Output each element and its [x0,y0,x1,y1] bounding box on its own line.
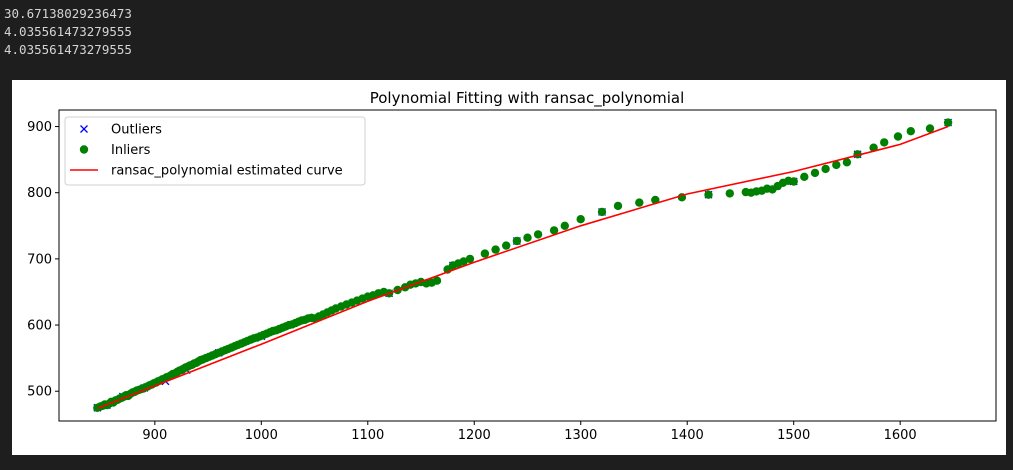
inlier-point [560,221,569,230]
inlier-point [465,254,475,264]
legend-marker-x [80,125,88,133]
inlier-point [635,198,644,207]
console-line: 30.67138029236473 [4,6,132,21]
inlier-point [512,236,522,246]
console-output: 30.67138029236473 4.035561473279555 4.03… [4,5,132,59]
inlier-point [533,230,543,239]
x-tick-label: 1000 [245,428,278,443]
axes-frame [58,109,997,422]
inlier-point [821,164,830,174]
legend-label: Outliers [111,123,162,138]
inlier-point [704,190,713,199]
console-line: 4.035561473279555 [4,24,132,39]
inlier-point [725,189,734,198]
legend-label: Inliers [111,143,151,158]
curve-line [97,125,949,410]
inlier-point [880,138,889,147]
legend: Outliers Inliers ransac_polynomial estimat… [64,116,366,186]
inlier-point [613,201,623,211]
x-tick-label: 1400 [671,428,704,443]
scatter-chart: Polynomial Fitting with ransac_polynomia… [27,89,997,443]
legend-box [64,116,366,186]
inlier-point [893,132,903,141]
inlier-point [943,118,953,127]
plot-area [93,118,953,412]
y-tick-label: 500 [27,385,52,400]
console-line: 4.035561473279555 [4,42,132,57]
figure-canvas: Polynomial Fitting with ransac_polynomia… [12,80,1006,455]
plot-marks [93,118,953,412]
legend-marker-dot [79,145,89,154]
inlier-point [459,257,468,266]
x-tick-label: 1500 [777,428,810,443]
inlier-point [597,207,607,217]
x-tick-label: 1200 [458,428,491,443]
inlier-point [925,124,935,133]
inlier-point [523,233,532,242]
inlier-point [549,226,559,235]
inlier-point [869,143,878,152]
inlier-point [491,245,500,254]
chart-title: Polynomial Fitting with ransac_polynomia… [370,89,685,108]
x-tick-label: 1300 [564,428,597,443]
x-tick-label: 900 [142,428,167,443]
x-tick-label: 1600 [884,428,917,443]
inlier-point [480,249,490,258]
inlier-point [800,172,809,181]
inlier-point [842,158,852,167]
inlier-point [789,177,798,186]
y-tick-label: 900 [27,120,52,135]
inlier-point [810,168,820,178]
inlier-point [502,241,511,250]
legend-label: ransac_polynomial estimated curve [111,164,343,179]
inlier-point [576,215,585,224]
y-tick-label: 700 [27,252,52,267]
y-tick-label: 800 [27,186,52,201]
inlier-point [906,127,915,136]
inlier-point [432,276,442,285]
y-tick-label: 600 [27,319,52,334]
axes: 900 1000 1100 1200 1300 1400 1500 1600 500 600 700… [27,109,997,443]
x-tick-label: 1100 [351,428,384,443]
inlier-point [832,160,841,170]
